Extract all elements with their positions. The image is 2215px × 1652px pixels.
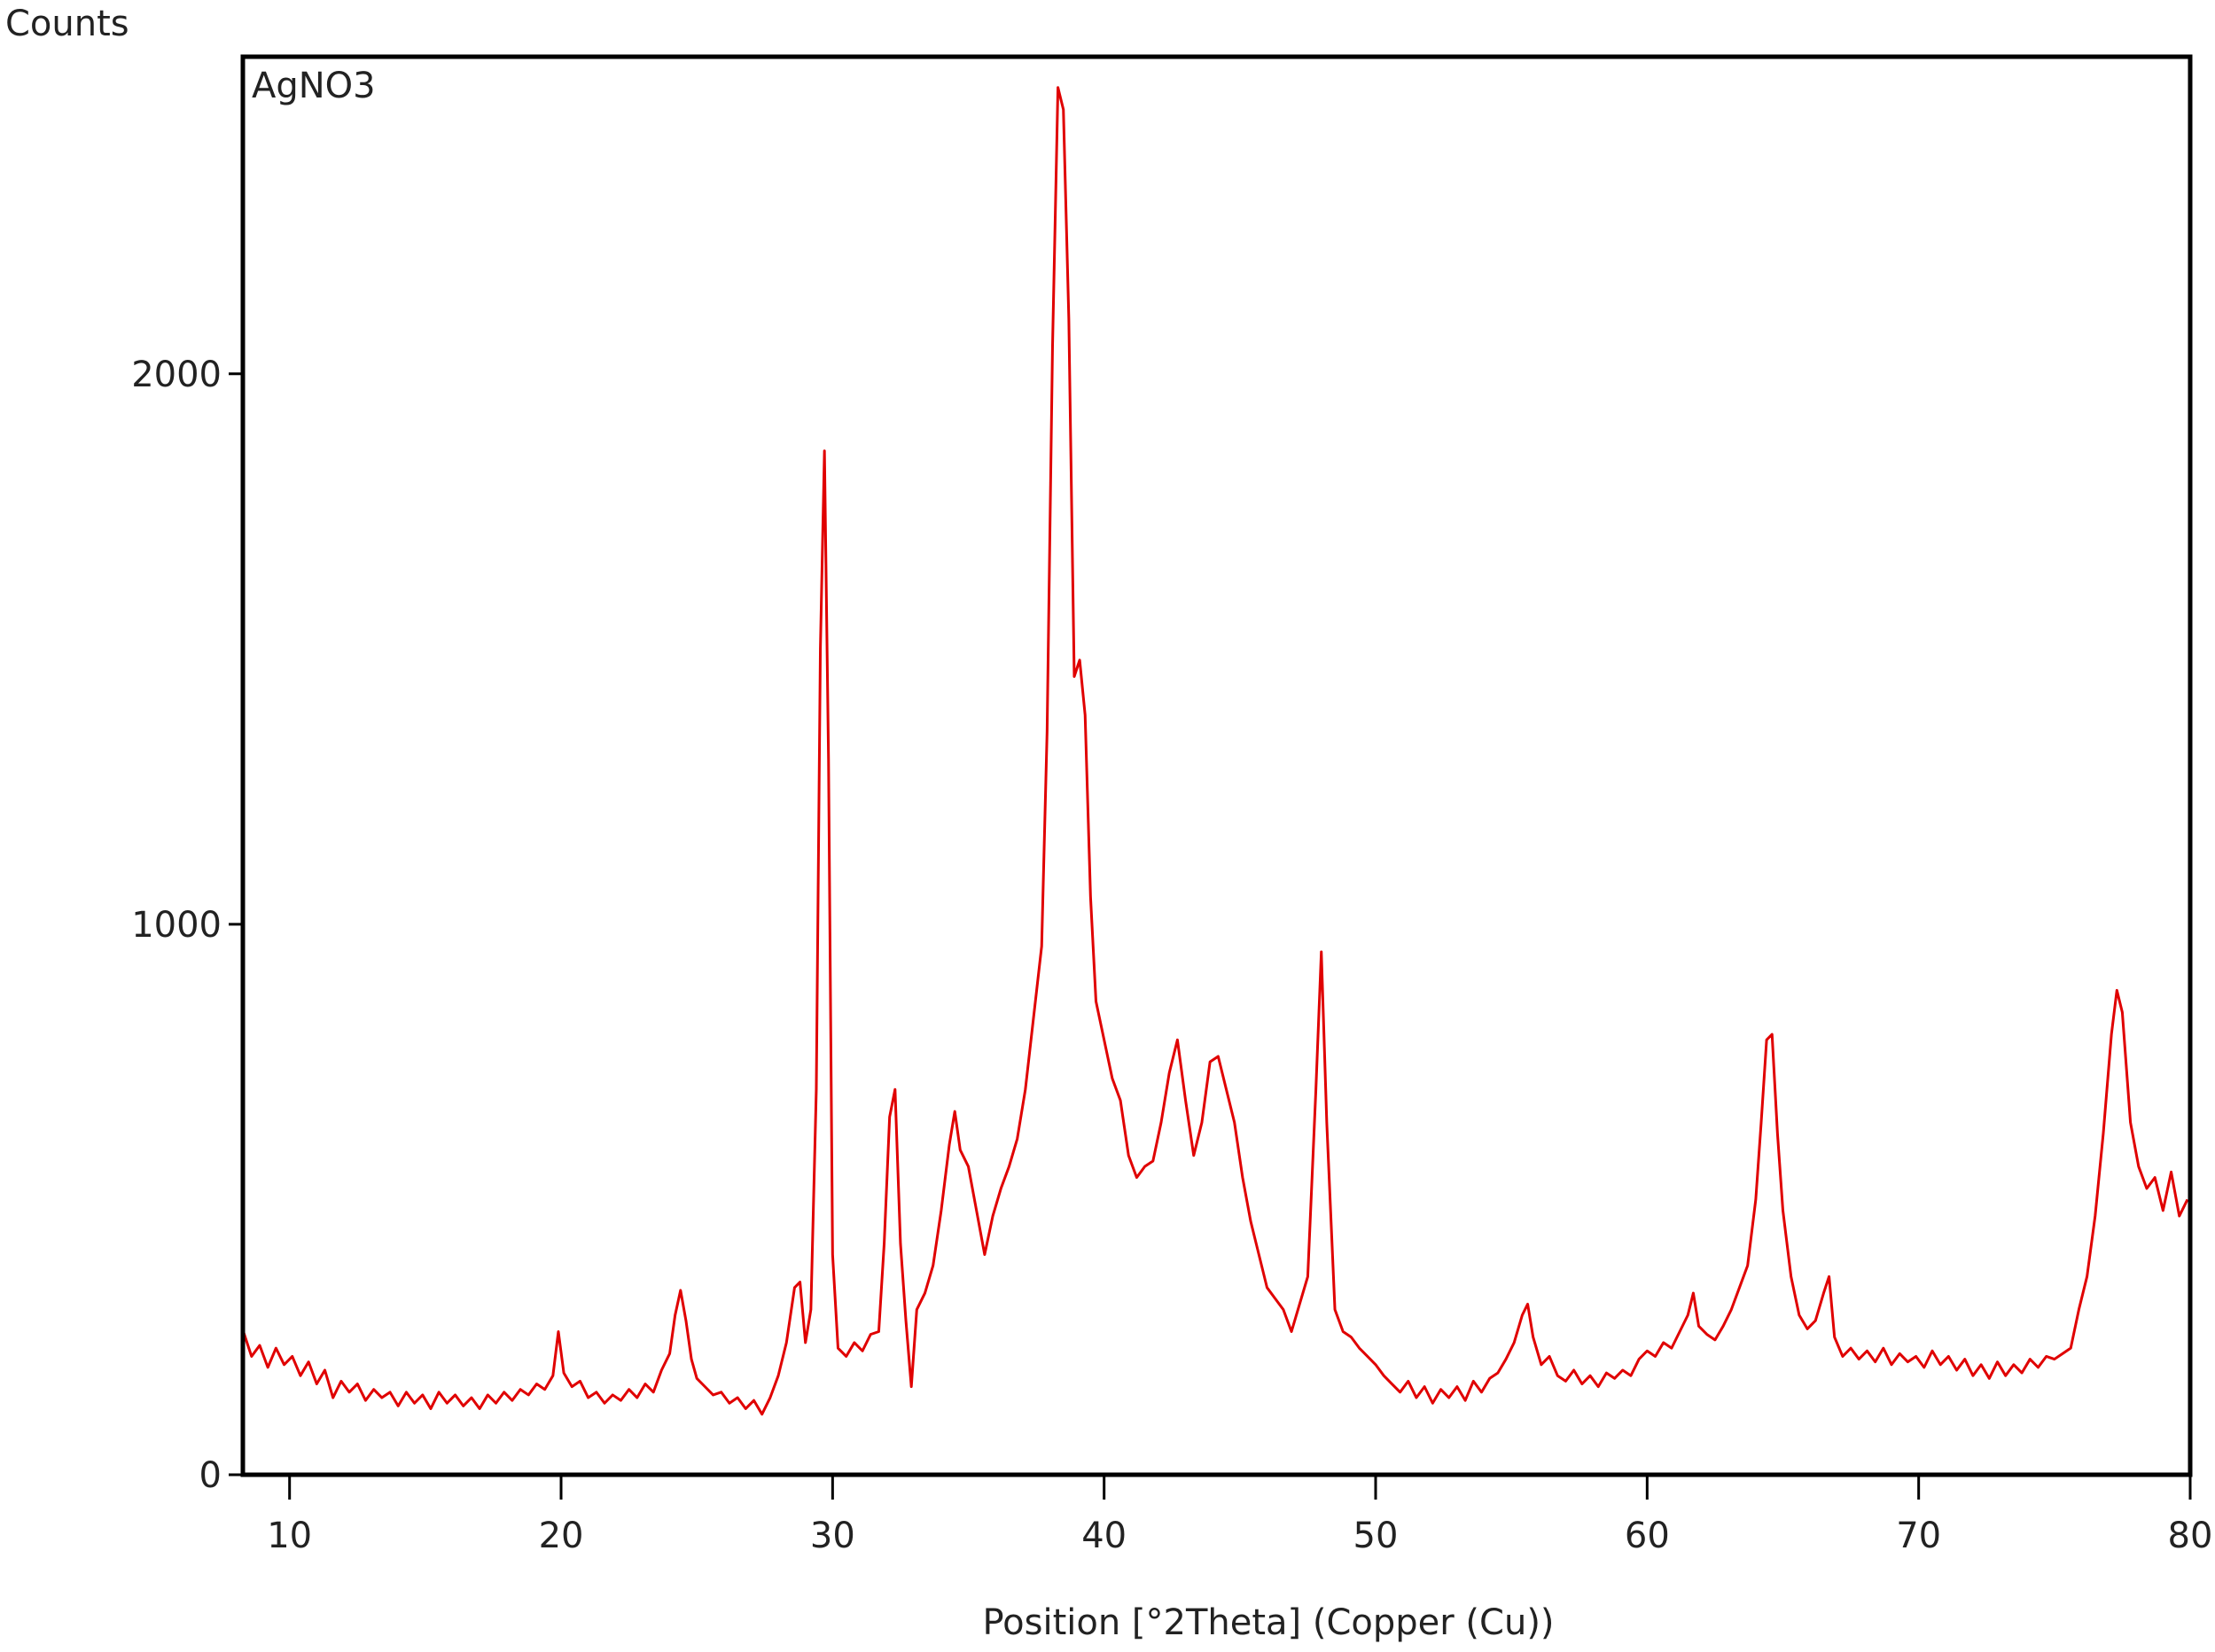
x-tick-label: 80: [2168, 1516, 2213, 1556]
x-tick-label: 10: [267, 1516, 312, 1556]
y-tick-label: 2000: [131, 355, 222, 395]
x-tick-label: 40: [1081, 1516, 1127, 1556]
plot-frame: [240, 54, 2193, 1477]
x-tick-label: 30: [810, 1516, 855, 1556]
series-label: AgNO3: [252, 66, 376, 106]
y-axis-label: Counts: [5, 4, 129, 44]
y-tick-label: 1000: [131, 905, 222, 946]
x-axis-label: Position [°2Theta] (Copper (Cu)): [982, 1602, 1554, 1643]
data-line: [242, 86, 2189, 1416]
x-tick-label: 20: [539, 1516, 584, 1556]
x-tick-label: 60: [1625, 1516, 1670, 1556]
x-tick-label: 70: [1896, 1516, 1941, 1556]
y-tick-label: 0: [199, 1455, 222, 1496]
x-tick-label: 50: [1353, 1516, 1399, 1556]
